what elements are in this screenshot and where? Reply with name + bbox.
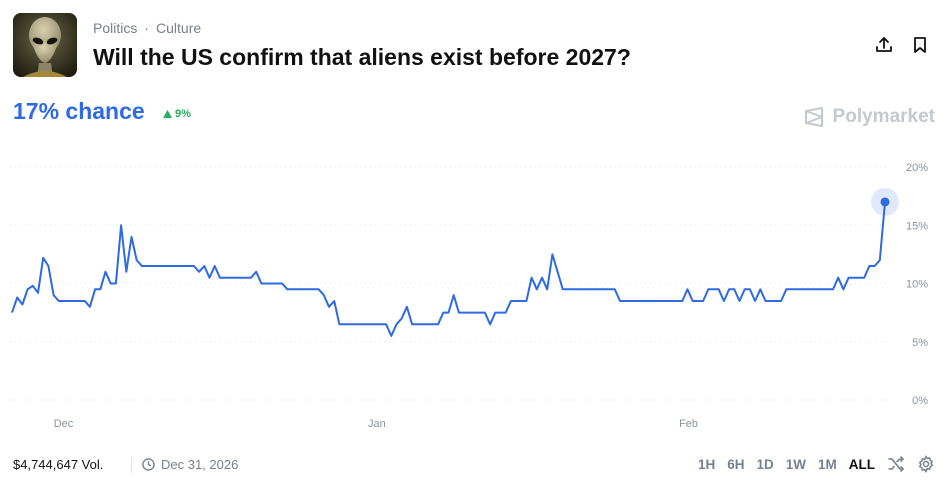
x-tick-label: Dec (54, 418, 74, 430)
footer-divider (131, 457, 132, 473)
breadcrumb-separator: · (144, 20, 150, 36)
x-axis: Dec Jan Feb (54, 418, 698, 430)
arrow-up-icon (163, 110, 172, 118)
y-tick-label: 15% (906, 220, 928, 232)
current-point (880, 197, 890, 207)
range-1w-button[interactable]: 1W (785, 456, 806, 472)
y-tick-label: 5% (912, 337, 928, 349)
market-title: Will the US confirm that aliens exist be… (93, 44, 631, 70)
category-link[interactable]: Politics (93, 20, 138, 36)
clock-icon (142, 458, 155, 471)
series-line (11, 201, 886, 337)
chart-grid (10, 166, 890, 401)
y-axis: 20% 15% 10% 5% 0% (906, 162, 928, 407)
breadcrumb: Politics · Culture (93, 20, 201, 36)
y-tick-label: 20% (906, 162, 928, 174)
brand-name: Polymarket (832, 106, 935, 127)
price-chart[interactable]: 20% 15% 10% 5% 0% Dec Jan Feb (0, 150, 948, 440)
y-tick-label: 10% (906, 279, 928, 291)
chart-footer: $4,744,647 Vol. Dec 31, 2026 1H 6H 1D 1W… (13, 454, 935, 475)
range-all-button[interactable]: ALL (848, 456, 875, 472)
chance-value: 17% chance (13, 98, 145, 124)
range-1m-button[interactable]: 1M (817, 456, 837, 472)
range-6h-button[interactable]: 6H (727, 456, 745, 472)
header-actions (874, 35, 930, 55)
x-tick-label: Jan (368, 418, 386, 430)
end-date-value: Dec 31, 2026 (161, 457, 239, 472)
share-icon[interactable] (874, 35, 894, 55)
volume-label: $4,744,647 Vol. (13, 457, 104, 472)
range-selector: 1H 6H 1D 1W 1M ALL (686, 454, 935, 474)
change-value: 9% (175, 108, 191, 120)
gear-icon[interactable] (917, 454, 935, 474)
polymarket-icon (804, 107, 823, 127)
y-tick-label: 0% (912, 395, 928, 407)
polymarket-logo: Polymarket (803, 106, 935, 128)
alien-image (13, 13, 77, 77)
market-thumbnail[interactable] (13, 13, 77, 77)
change-indicator: 9% (163, 108, 191, 120)
range-1d-button[interactable]: 1D (756, 456, 774, 472)
shuffle-icon[interactable] (887, 455, 905, 473)
range-1h-button[interactable]: 1H (697, 456, 716, 472)
bookmark-icon[interactable] (910, 35, 930, 55)
subcategory-link[interactable]: Culture (156, 20, 202, 36)
x-tick-label: Feb (679, 418, 698, 430)
end-date: Dec 31, 2026 (142, 457, 238, 472)
